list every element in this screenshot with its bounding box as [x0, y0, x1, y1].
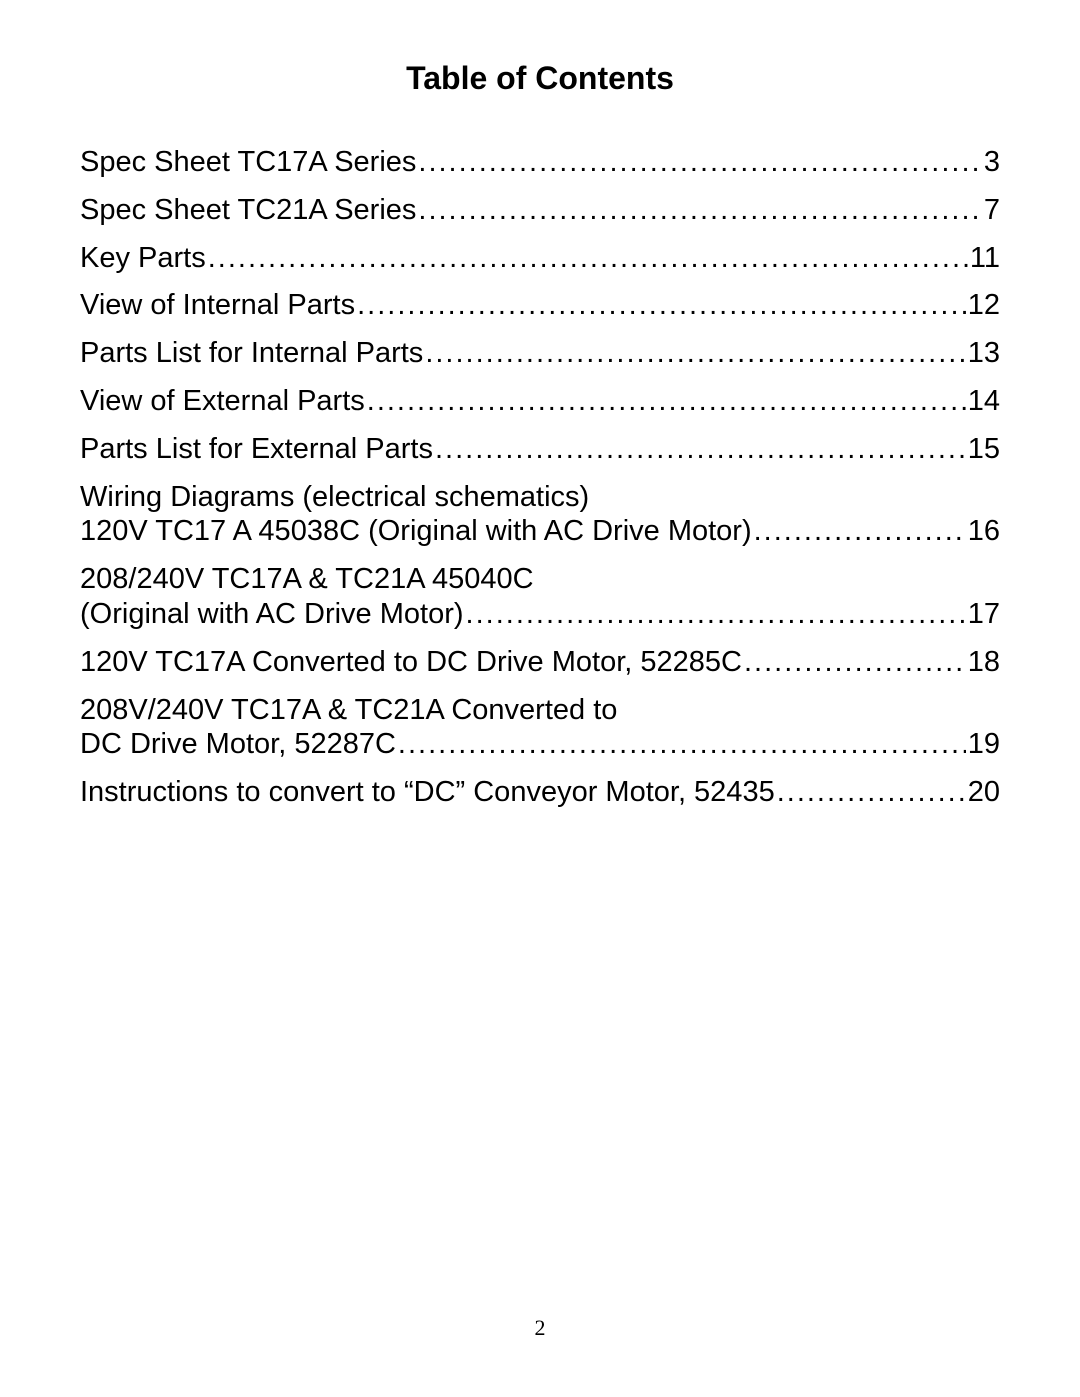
toc-entry-multiline: 208V/240V TC17A & TC21A Converted to DC …	[80, 693, 1000, 763]
toc-entry: View of External Parts 14	[80, 384, 1000, 419]
toc-leader	[425, 336, 965, 371]
toc-leader	[754, 514, 966, 549]
toc-entry: 120V TC17A Converted to DC Drive Motor, …	[80, 645, 1000, 680]
toc-entry-page: 16	[968, 514, 1000, 549]
toc-leader	[367, 384, 966, 419]
toc-entry-page: 20	[968, 775, 1000, 810]
toc-list: Spec Sheet TC17A Series 3 Spec Sheet TC2…	[80, 145, 1000, 810]
toc-entry-page: 3	[984, 145, 1000, 180]
toc-entry: View of Internal Parts 12	[80, 288, 1000, 323]
toc-entry-label: Instructions to convert to “DC” Conveyor…	[80, 775, 775, 810]
toc-entry-label: View of Internal Parts	[80, 288, 355, 323]
toc-entry: Parts List for Internal Parts 13	[80, 336, 1000, 371]
toc-entry-line1: 208V/240V TC17A & TC21A Converted to	[80, 693, 1000, 728]
toc-leader	[418, 145, 981, 180]
toc-entry-page: 19	[968, 727, 1000, 762]
toc-entry-page: 13	[968, 336, 1000, 371]
toc-entry-page: 17	[968, 597, 1000, 632]
toc-entry: Spec Sheet TC17A Series 3	[80, 145, 1000, 180]
toc-entry-page: 11	[970, 241, 1000, 276]
toc-entry: Spec Sheet TC21A Series 7	[80, 193, 1000, 228]
toc-entry-label: Parts List for External Parts	[80, 432, 433, 467]
toc-leader	[357, 288, 966, 323]
toc-leader	[208, 241, 968, 276]
toc-title: Table of Contents	[80, 60, 1000, 97]
toc-entry-page: 7	[984, 193, 1000, 228]
toc-leader	[466, 597, 966, 632]
toc-entry: DC Drive Motor, 52287C 19	[80, 727, 1000, 762]
toc-entry: (Original with AC Drive Motor) 17	[80, 597, 1000, 632]
toc-leader	[777, 775, 966, 810]
toc-entry-page: 18	[968, 645, 1000, 680]
toc-leader	[398, 727, 966, 762]
toc-entry: Parts List for External Parts 15	[80, 432, 1000, 467]
toc-entry: Key Parts 11	[80, 241, 1000, 276]
toc-entry-label: Key Parts	[80, 241, 206, 276]
toc-entry-label: Parts List for Internal Parts	[80, 336, 423, 371]
toc-leader	[744, 645, 966, 680]
toc-entry-label: 120V TC17 A 45038C (Original with AC Dri…	[80, 514, 752, 549]
toc-entry-page: 14	[968, 384, 1000, 419]
page-container: Table of Contents Spec Sheet TC17A Serie…	[0, 0, 1080, 1397]
toc-group-header: Wiring Diagrams (electrical schematics)	[80, 480, 1000, 515]
toc-entry-label: Spec Sheet TC21A Series	[80, 193, 416, 228]
toc-entry-page: 15	[968, 432, 1000, 467]
toc-entry-label: Spec Sheet TC17A Series	[80, 145, 416, 180]
page-number: 2	[0, 1315, 1080, 1341]
toc-entry-line1: 208/240V TC17A & TC21A 45040C	[80, 562, 1000, 597]
toc-entry: 120V TC17 A 45038C (Original with AC Dri…	[80, 514, 1000, 549]
toc-entry: Instructions to convert to “DC” Conveyor…	[80, 775, 1000, 810]
toc-entry-line2: (Original with AC Drive Motor)	[80, 597, 464, 632]
toc-leader	[418, 193, 981, 228]
toc-entry-multiline: 208/240V TC17A & TC21A 45040C (Original …	[80, 562, 1000, 632]
toc-entry-label: View of External Parts	[80, 384, 365, 419]
toc-leader	[435, 432, 966, 467]
toc-entry-line2: DC Drive Motor, 52287C	[80, 727, 396, 762]
toc-entry-page: 12	[968, 288, 1000, 323]
toc-entry-label: 120V TC17A Converted to DC Drive Motor, …	[80, 645, 742, 680]
toc-group-wiring: Wiring Diagrams (electrical schematics) …	[80, 480, 1000, 550]
